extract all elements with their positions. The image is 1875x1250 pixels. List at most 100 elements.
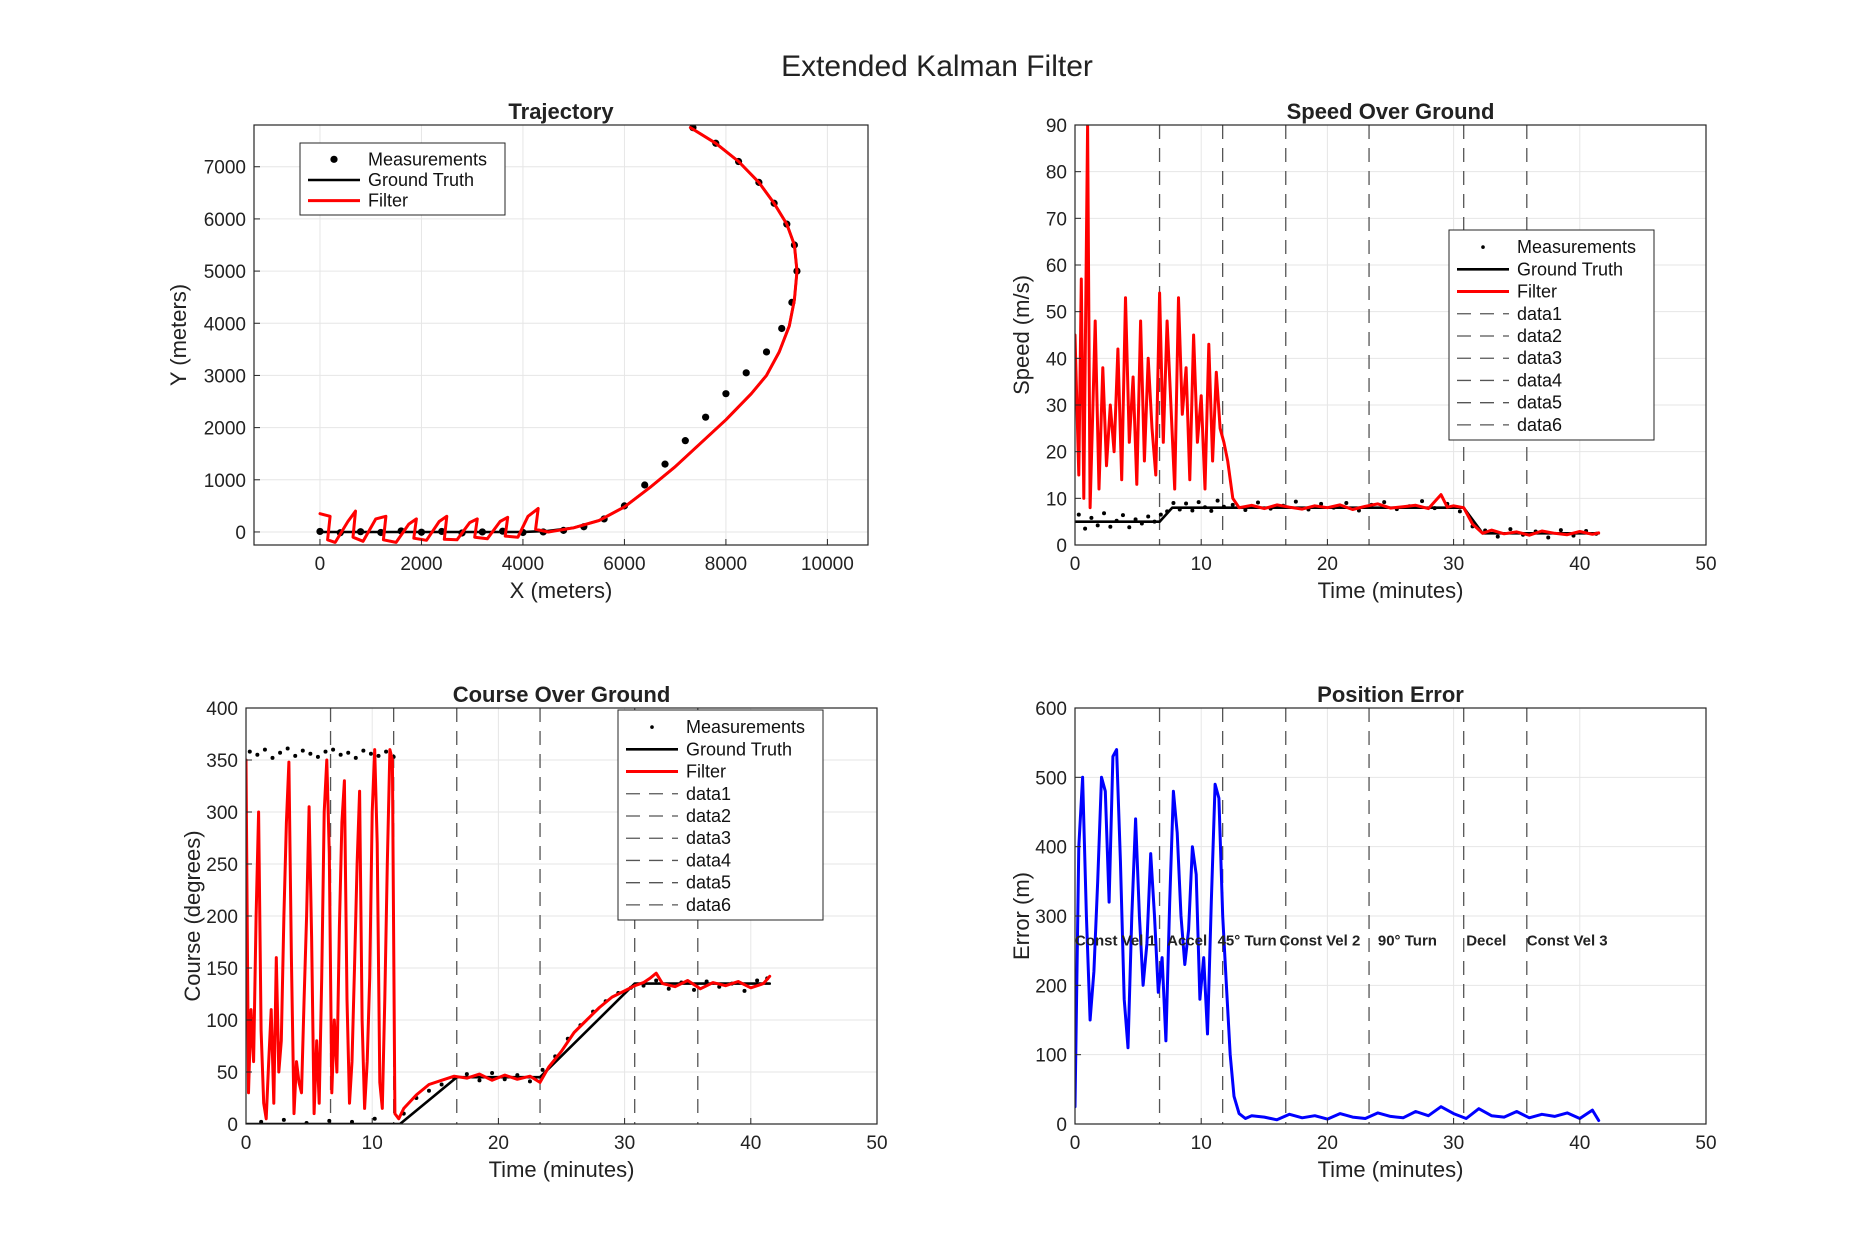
y-tick-label: 350 — [206, 751, 238, 772]
measurement-point — [1127, 525, 1132, 530]
measurement-point — [1108, 524, 1113, 529]
measurement-point — [1095, 523, 1100, 528]
measurement-point — [527, 1079, 532, 1084]
measurement-point — [331, 747, 336, 752]
x-tick-label: 50 — [866, 1133, 887, 1154]
y-tick-label: 6000 — [204, 210, 246, 231]
measurement-point — [376, 753, 381, 758]
measurement-point — [278, 750, 283, 755]
measurement-point — [255, 752, 260, 757]
legend-entry-label: data2 — [1517, 326, 1562, 346]
legend-measurements-marker — [330, 155, 338, 163]
y-axis-label: Y (meters) — [166, 284, 191, 386]
measurement-point — [1184, 501, 1189, 506]
y-tick-label: 90 — [1046, 116, 1067, 137]
y-tick-label: 200 — [206, 907, 238, 928]
y-tick-label: 10 — [1046, 489, 1067, 510]
measurement-point — [540, 1067, 545, 1072]
figure-title: Extended Kalman Filter — [781, 50, 1093, 83]
measurement-point — [281, 1117, 286, 1122]
measurement-point — [1293, 499, 1298, 504]
measurement-point — [1546, 535, 1551, 540]
x-tick-label: 10 — [1191, 554, 1212, 575]
phase-label: Accel — [1167, 932, 1207, 949]
phase-label: Const Vel 3 — [1527, 932, 1608, 949]
axes-box — [1074, 124, 1707, 546]
legend-entry-label: Measurements — [1517, 237, 1636, 257]
legend-entry-label: data5 — [686, 873, 731, 893]
x-tick-label: 10 — [362, 1133, 383, 1154]
y-tick-label: 250 — [206, 855, 238, 876]
series-filter — [246, 748, 772, 1121]
plot-content — [246, 708, 772, 1124]
series-filter — [1075, 125, 1601, 537]
measurement-point — [654, 978, 659, 983]
measurement-point — [1171, 501, 1176, 505]
y-tick-label: 0 — [235, 523, 246, 544]
x-tick-label: 8000 — [705, 554, 747, 575]
y-tick-label: 4000 — [204, 314, 246, 335]
measurement-point — [1120, 513, 1125, 518]
measurement-point — [1209, 508, 1214, 513]
measurement-point — [1558, 528, 1563, 533]
x-tick-label: 40 — [740, 1133, 761, 1154]
x-tick-label: 30 — [614, 1133, 635, 1154]
y-tick-label: 300 — [1035, 907, 1067, 928]
measurement-point — [778, 324, 786, 333]
measurement-point — [285, 746, 290, 751]
plot-content — [1075, 708, 1601, 1124]
x-tick-label: 50 — [1695, 1133, 1716, 1154]
chart-trajectory: 0 2000 4000 6000 8000 10000 0 1000 2000 3000 4000 5… — [166, 99, 869, 603]
measurement-point — [1102, 511, 1107, 516]
y-tick-label: 50 — [1046, 303, 1067, 324]
x-tick-label: 0 — [315, 554, 326, 575]
x-axis-label: X (meters) — [510, 578, 613, 603]
x-tick-label: 30 — [1443, 554, 1464, 575]
legend-box — [617, 709, 824, 921]
y-tick-label: 1000 — [204, 471, 246, 492]
measurement-point — [490, 1071, 495, 1076]
measurement-point — [262, 747, 267, 752]
y-tick-label: 600 — [1035, 699, 1067, 720]
y-tick-label: 5000 — [204, 262, 246, 283]
chart-title: Position Error — [1317, 682, 1464, 707]
measurement-point — [1230, 502, 1235, 507]
phase-label: Const Vel 2 — [1279, 932, 1360, 949]
x-tick-label: 20 — [1317, 554, 1338, 575]
phase-label: Decel — [1466, 932, 1506, 949]
legend-measurements-marker — [1481, 245, 1485, 249]
measurement-point — [1215, 498, 1220, 503]
y-tick-label: 40 — [1046, 349, 1067, 370]
series-filter — [318, 126, 799, 544]
measurement-point — [1457, 509, 1462, 514]
measurement-point — [1158, 512, 1163, 517]
y-tick-label: 3000 — [204, 366, 246, 387]
measurement-point — [722, 390, 730, 398]
legend-entry-label: Filter — [1517, 282, 1557, 302]
measurement-point — [308, 751, 313, 756]
axes-box — [253, 124, 869, 546]
chart-course: 0 10 20 30 40 50 0 50 100 150 200 250 300 350 400 Cours… — [180, 682, 888, 1182]
measurement-point — [1083, 526, 1088, 531]
y-tick-label: 2000 — [204, 419, 246, 440]
x-tick-label: 6000 — [603, 554, 645, 575]
measurement-point — [353, 755, 358, 760]
y-tick-label: 0 — [1056, 1115, 1067, 1136]
y-axis-label: Course (degrees) — [180, 830, 205, 1001]
legend-entry-label: data2 — [686, 806, 731, 826]
legend-entry-label: Filter — [368, 191, 408, 211]
measurement-point — [681, 437, 689, 445]
measurement-point — [1382, 500, 1387, 505]
legend-entry-label: data6 — [1517, 415, 1562, 435]
series-error — [1075, 748, 1601, 1122]
chart-speed: 0 10 20 30 40 50 0 10 20 30 40 50 60 70 80 90 Speed Over… — [1009, 99, 1717, 603]
measurement-point — [742, 369, 750, 377]
measurement-point — [300, 748, 305, 753]
chart-position_error: Const Vel 1 Accel 45° Turn Const Vel 2 90° T… — [1009, 682, 1717, 1182]
chart-title: Course Over Ground — [453, 682, 671, 707]
legend-entry-label: data6 — [686, 895, 731, 915]
measurement-point — [270, 755, 275, 760]
